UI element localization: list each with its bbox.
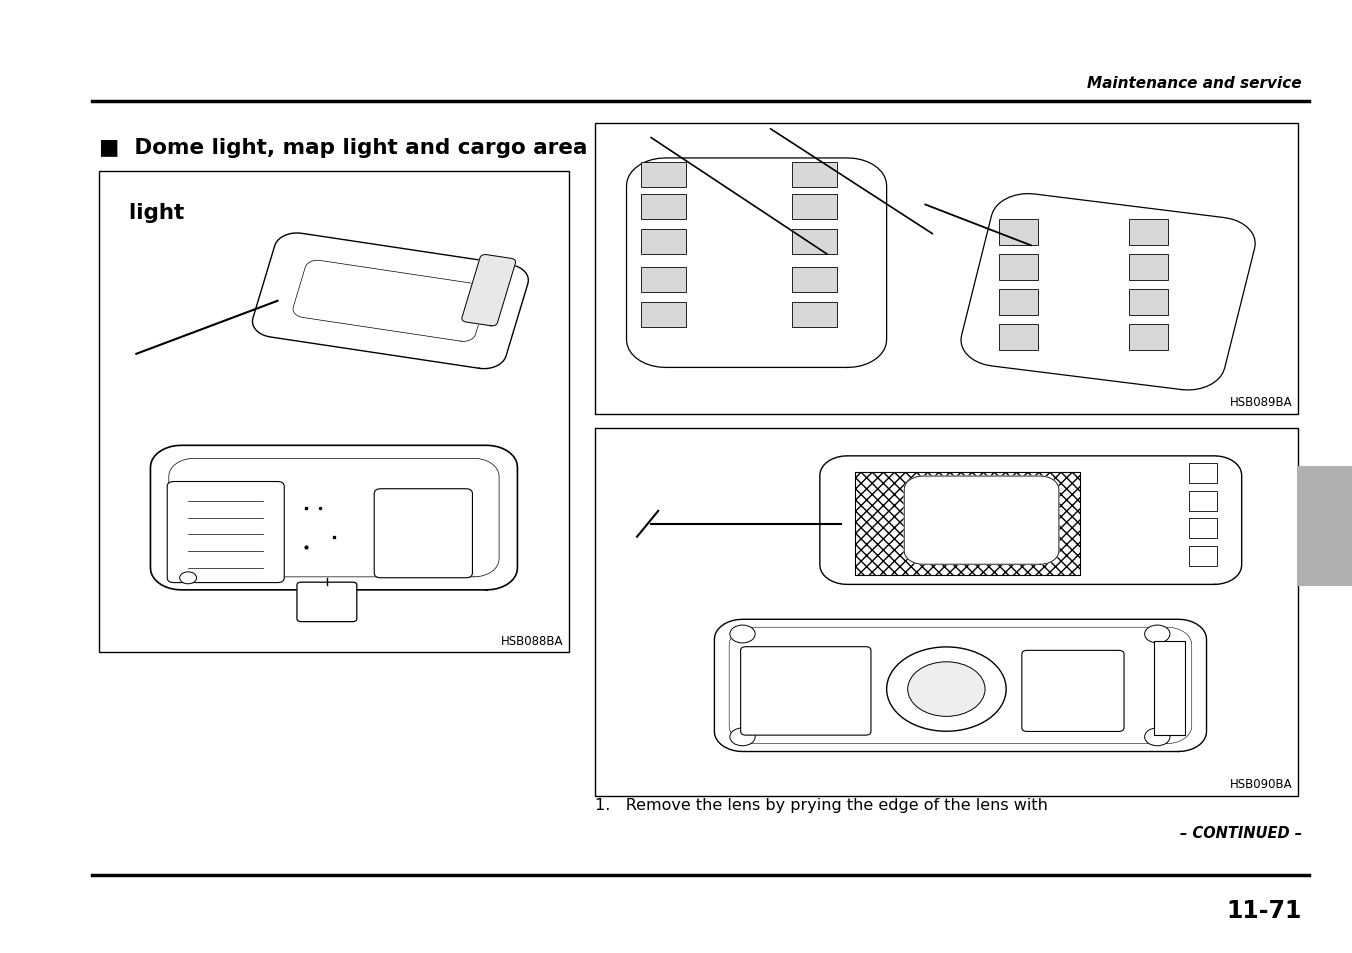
Polygon shape bbox=[253, 233, 529, 369]
Bar bbox=[854, 473, 1080, 576]
Circle shape bbox=[1145, 625, 1169, 643]
FancyBboxPatch shape bbox=[1022, 651, 1124, 732]
Bar bbox=[792, 195, 837, 220]
Bar bbox=[999, 324, 1038, 351]
Bar bbox=[999, 220, 1038, 246]
Bar bbox=[1188, 518, 1217, 539]
Text: ■  Dome light, map light and cargo area: ■ Dome light, map light and cargo area bbox=[99, 138, 587, 158]
Circle shape bbox=[1145, 728, 1169, 746]
Circle shape bbox=[887, 647, 1006, 732]
Bar bbox=[641, 230, 687, 254]
FancyBboxPatch shape bbox=[741, 647, 871, 736]
Polygon shape bbox=[904, 476, 1059, 564]
Bar bbox=[1188, 546, 1217, 566]
Bar bbox=[1129, 290, 1168, 315]
Bar bbox=[641, 268, 687, 293]
Bar bbox=[1188, 464, 1217, 484]
Text: HSB088BA: HSB088BA bbox=[502, 634, 564, 647]
Circle shape bbox=[907, 662, 986, 717]
Polygon shape bbox=[961, 194, 1255, 391]
Circle shape bbox=[730, 625, 756, 643]
Bar bbox=[1188, 491, 1217, 512]
Polygon shape bbox=[462, 255, 515, 327]
Text: Maintenance and service: Maintenance and service bbox=[1087, 75, 1302, 91]
Text: light: light bbox=[99, 203, 184, 223]
Text: HSB090BA: HSB090BA bbox=[1230, 777, 1293, 790]
Text: 1.   Remove the lens by prying the edge of the lens with: 1. Remove the lens by prying the edge of… bbox=[595, 797, 1048, 812]
Bar bbox=[1153, 641, 1186, 735]
Polygon shape bbox=[626, 159, 887, 368]
Bar bbox=[595, 429, 1298, 796]
Bar bbox=[1129, 324, 1168, 351]
Circle shape bbox=[730, 728, 756, 746]
Bar bbox=[1297, 467, 1352, 586]
Bar bbox=[99, 172, 569, 653]
FancyBboxPatch shape bbox=[375, 489, 472, 578]
Bar bbox=[641, 163, 687, 188]
Polygon shape bbox=[150, 446, 518, 590]
FancyBboxPatch shape bbox=[297, 582, 357, 622]
Polygon shape bbox=[714, 619, 1206, 752]
Bar bbox=[1129, 220, 1168, 246]
FancyBboxPatch shape bbox=[168, 482, 284, 583]
Bar bbox=[1129, 254, 1168, 281]
Bar bbox=[792, 163, 837, 188]
Polygon shape bbox=[819, 456, 1241, 585]
Bar bbox=[999, 290, 1038, 315]
Bar bbox=[641, 195, 687, 220]
Circle shape bbox=[180, 572, 196, 584]
Bar bbox=[999, 254, 1038, 281]
Text: HSB089BA: HSB089BA bbox=[1230, 395, 1293, 409]
Text: – CONTINUED –: – CONTINUED – bbox=[1180, 825, 1302, 841]
Text: 11-71: 11-71 bbox=[1226, 898, 1302, 923]
Bar bbox=[641, 303, 687, 328]
Bar bbox=[792, 230, 837, 254]
Bar bbox=[792, 303, 837, 328]
Bar bbox=[595, 124, 1298, 415]
Bar bbox=[792, 268, 837, 293]
